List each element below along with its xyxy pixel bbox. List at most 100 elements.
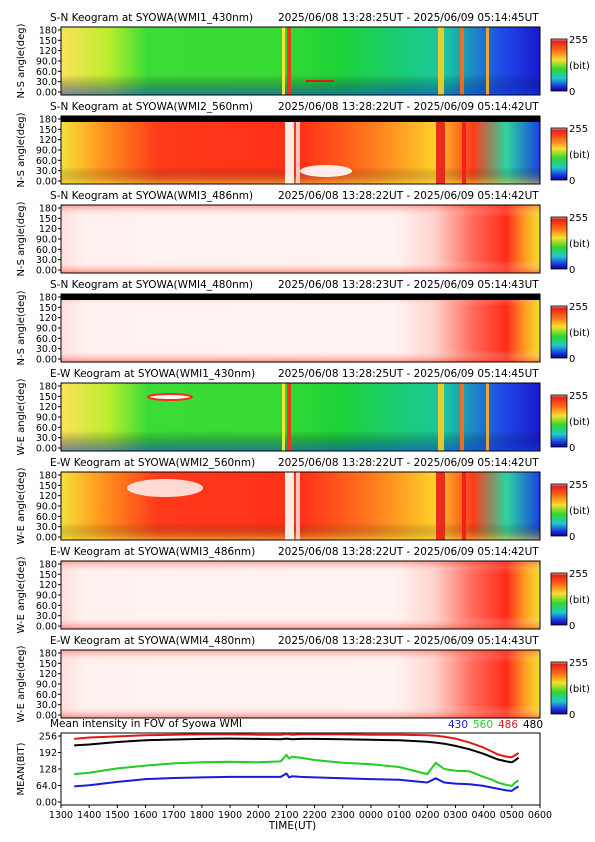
y-tick-label: 0.00 xyxy=(36,444,57,455)
keogram-shading xyxy=(61,472,540,540)
y-tick-label: 60.0 xyxy=(36,601,57,612)
keogram-band xyxy=(296,472,300,540)
panel-title: E-W Keogram at SYOWA(WMI4_480nm) xyxy=(50,635,255,647)
panel-time-range: 2025/06/08 13:28:23UT - 2025/06/09 05:14… xyxy=(278,635,539,647)
x-tick-label: 1300 xyxy=(49,810,73,821)
y-tick-label: 30.0 xyxy=(36,700,57,711)
x-tick-label: 2200 xyxy=(302,810,326,821)
panel-title: S-N Keogram at SYOWA(WMI1_430nm) xyxy=(50,12,253,24)
y-axis-label: MEAN(BIT) xyxy=(16,742,27,795)
keogram-band xyxy=(285,472,294,540)
colorbar-unit: (bit) xyxy=(569,239,590,250)
y-axis-label: W-E angle(deg) xyxy=(16,378,27,455)
panel-time-range: 2025/06/08 13:28:23UT - 2025/06/09 05:14… xyxy=(278,279,539,291)
y-tick-label: 90.0 xyxy=(36,146,57,157)
colorbar-max: 255 xyxy=(569,302,588,313)
aurora-feature xyxy=(127,479,203,497)
y-axis-label: N-S angle(deg) xyxy=(16,112,27,187)
y-tick-label: 180 xyxy=(39,471,57,482)
keogram-band xyxy=(486,27,489,95)
x-tick-label: 0100 xyxy=(387,810,411,821)
y-tick-label: 90.0 xyxy=(36,591,57,602)
keogram-band xyxy=(287,383,291,451)
y-tick-label: 60.0 xyxy=(36,156,57,167)
x-tick-label: 0600 xyxy=(528,810,552,821)
y-tick-label: 150 xyxy=(39,303,57,314)
y-axis-label: W-E angle(deg) xyxy=(16,645,27,722)
keogram-band xyxy=(436,116,445,184)
aurora-feature xyxy=(147,393,193,401)
keogram-band xyxy=(462,116,466,184)
y-tick-label: 0.00 xyxy=(36,622,57,633)
y-tick-label: 180 xyxy=(39,560,57,571)
y-axis-label: N-S angle(deg) xyxy=(16,23,27,98)
series-line-486 xyxy=(74,733,520,759)
y-tick-label: 150 xyxy=(39,214,57,225)
y-tick-label: 120 xyxy=(39,491,57,502)
keogram-panel: S-N Keogram at SYOWA(WMI4_480nm) 2025/06/… xyxy=(16,279,590,366)
y-tick-label: 180 xyxy=(39,204,57,215)
colorbar-unit: (bit) xyxy=(569,150,590,161)
y-tick-label: 90.0 xyxy=(36,502,57,513)
y-tick-label: 30.0 xyxy=(36,433,57,444)
keogram-panel: S-N Keogram at SYOWA(WMI3_486nm) 2025/06/… xyxy=(16,190,590,277)
panel-time-range: 2025/06/08 13:28:22UT - 2025/06/09 05:14… xyxy=(278,546,539,558)
keogram-panel: E-W Keogram at SYOWA(WMI1_430nm) 2025/06/… xyxy=(16,368,590,455)
keogram-shading xyxy=(61,561,540,629)
keogram-panel: E-W Keogram at SYOWA(WMI2_560nm) 2025/06/… xyxy=(16,457,590,544)
y-tick-label: 128 xyxy=(39,765,57,776)
panel-title: E-W Keogram at SYOWA(WMI2_560nm) xyxy=(50,457,255,469)
colorbar-max: 255 xyxy=(569,658,588,669)
panel-time-range: 2025/06/08 13:28:22UT - 2025/06/09 05:14… xyxy=(278,457,539,469)
y-tick-label: 90.0 xyxy=(36,324,57,335)
y-tick-label: 150 xyxy=(39,392,57,403)
y-tick-label: 60.0 xyxy=(36,67,57,78)
colorbar-unit: (bit) xyxy=(569,328,590,339)
y-tick-label: 0.00 xyxy=(36,798,57,809)
y-axis-label: N-S angle(deg) xyxy=(16,201,27,276)
x-tick-label: 0400 xyxy=(472,810,496,821)
keogram-band xyxy=(460,27,464,95)
legend-486: 486 xyxy=(498,719,518,731)
y-tick-label: 150 xyxy=(39,481,57,492)
keogram-band xyxy=(460,383,464,451)
x-tick-label: 2300 xyxy=(331,810,355,821)
x-tick-label: 0500 xyxy=(500,810,524,821)
keogram-top-mask xyxy=(61,116,540,122)
y-tick-label: 60.0 xyxy=(36,245,57,256)
colorbar xyxy=(550,394,568,448)
panel-title: S-N Keogram at SYOWA(WMI2_560nm) xyxy=(50,101,253,113)
keogram-band xyxy=(436,472,445,540)
line-panel-title: Mean intensity in FOV of Syowa WMI xyxy=(50,718,242,730)
keogram-band xyxy=(296,116,300,184)
x-tick-label: 1700 xyxy=(162,810,186,821)
y-tick-label: 180 xyxy=(39,26,57,37)
y-tick-label: 90.0 xyxy=(36,235,57,246)
y-tick-label: 0.00 xyxy=(36,266,57,277)
x-tick-label: 0200 xyxy=(415,810,439,821)
y-tick-label: 120 xyxy=(39,135,57,146)
colorbar-min: 0 xyxy=(569,621,575,632)
keogram-shading xyxy=(61,650,540,718)
y-tick-label: 64.0 xyxy=(36,781,57,792)
colorbar-max: 255 xyxy=(569,35,588,46)
y-tick-label: 0.00 xyxy=(36,88,57,99)
y-tick-label: 120 xyxy=(39,580,57,591)
series-line-560 xyxy=(74,753,520,787)
legend-560: 560 xyxy=(473,719,493,731)
y-tick-label: 120 xyxy=(39,313,57,324)
y-axis-label: N-S angle(deg) xyxy=(16,290,27,365)
y-tick-label: 90.0 xyxy=(36,680,57,691)
y-tick-label: 150 xyxy=(39,125,57,136)
colorbar-max: 255 xyxy=(569,213,588,224)
keogram-shading xyxy=(61,294,540,362)
colorbar-min: 0 xyxy=(569,532,575,543)
colorbar-min: 0 xyxy=(569,354,575,365)
y-tick-label: 150 xyxy=(39,659,57,670)
colorbar-min: 0 xyxy=(569,265,575,276)
keogram-shading xyxy=(61,205,540,273)
y-tick-label: 120 xyxy=(39,402,57,413)
x-axis-label: TIME(UT) xyxy=(268,820,317,832)
colorbar xyxy=(550,661,568,715)
